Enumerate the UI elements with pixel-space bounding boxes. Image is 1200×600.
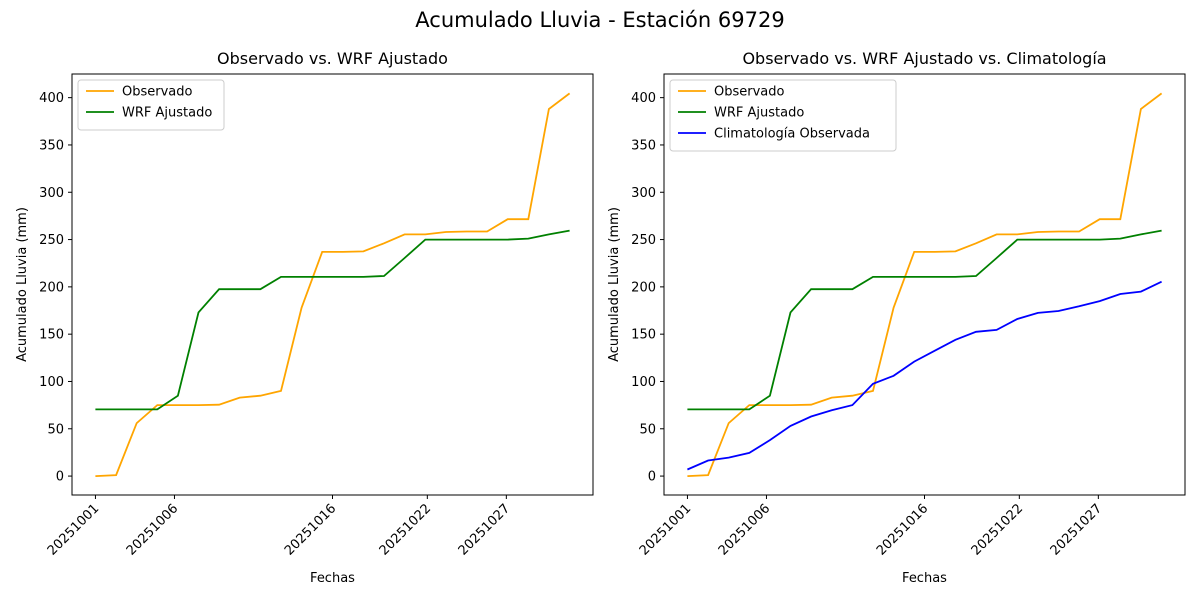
legend-entry: WRF Ajustado (122, 106, 212, 121)
chart-title: Observado vs. WRF Ajustado (217, 49, 448, 68)
legend: Observado WRF Ajustado (77, 79, 225, 131)
x-axis-label: Fechas (310, 571, 355, 586)
y-tick-label: 250 (39, 233, 64, 248)
y-tick-label: 50 (47, 422, 64, 437)
legend-entry: Observado (122, 85, 193, 100)
y-tick-label: 400 (39, 91, 64, 106)
plot-frame (71, 73, 594, 496)
y-tick-label: 350 (39, 138, 64, 153)
y-tick-label: 0 (56, 470, 64, 485)
y-tick-label: 300 (39, 186, 64, 201)
y-tick-label: 100 (39, 375, 64, 390)
series-line-wrf-ajustado (95, 229, 570, 411)
x-tick-label: 20251022 (377, 501, 434, 558)
y-tick-label: 150 (39, 328, 64, 343)
y-axis-label: Acumulado Lluvia (mm) (15, 207, 30, 362)
x-tick-label: 20251001 (45, 501, 102, 558)
legend-box (77, 79, 225, 131)
y-tick-label: 200 (39, 280, 64, 295)
figure-title: Acumulado Lluvia - Estación 69729 (415, 8, 785, 32)
x-tick-label: 20251027 (456, 501, 513, 558)
x-tick-label: 20251006 (124, 501, 181, 558)
x-tick-label: 20251016 (282, 501, 339, 558)
series-line-observado (95, 92, 571, 477)
